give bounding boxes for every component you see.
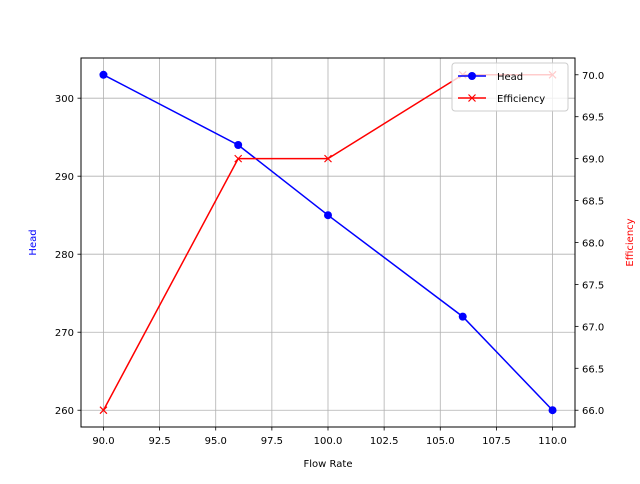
data-point-x-marker [234, 154, 243, 163]
x-tick-label: 102.5 [370, 436, 399, 447]
y2-tick-label: 66.0 [582, 406, 604, 417]
y2-tick-label: 69.0 [582, 155, 604, 166]
y-axis-left-label: Head [28, 229, 39, 255]
x-tick-label: 97.5 [261, 436, 283, 447]
y-tick-label: 290 [55, 172, 74, 183]
line-x-marker-icon [458, 94, 486, 102]
legend: Head Efficiency [451, 62, 569, 112]
y2-tick-label: 67.0 [582, 322, 604, 333]
x-axis-ticks: 90.0 92.5 95.0 97.5 100.0 102.5 105.0 107.5 110.… [92, 427, 567, 447]
y-axis-right-ticks: 66.0 66.5 67.0 67.5 68.0 68.5 69.0 69.5 70.0 [575, 71, 604, 417]
y-tick-label: 260 [55, 406, 74, 417]
y-axis-left-ticks: 260 270 280 290 300 [55, 94, 81, 417]
legend-label: Head [497, 72, 523, 83]
data-point-circle-marker [458, 312, 467, 321]
x-tick-label: 92.5 [148, 436, 170, 447]
x-tick-label: 100.0 [314, 436, 343, 447]
y-axis-right-label: Efficiency [625, 218, 636, 266]
y2-tick-label: 67.5 [582, 280, 604, 291]
y2-tick-label: 68.0 [582, 239, 604, 250]
y2-tick-label: 70.0 [582, 71, 604, 82]
line-circle-marker-icon [458, 72, 486, 80]
x-tick-label: 90.0 [92, 436, 114, 447]
legend-label: Efficiency [497, 94, 545, 105]
data-point-circle-marker [548, 406, 557, 415]
legend-box [451, 62, 569, 112]
x-tick-label: 105.0 [426, 436, 455, 447]
data-point-circle-marker [324, 211, 332, 220]
y-tick-label: 270 [55, 328, 74, 339]
x-tick-label: 107.5 [482, 436, 511, 447]
data-point-x-marker [99, 406, 108, 415]
x-axis-label: Flow Rate [304, 459, 353, 470]
y2-tick-label: 69.5 [582, 113, 604, 124]
x-tick-label: 110.0 [538, 436, 567, 447]
x-tick-label: 95.0 [205, 436, 227, 447]
data-point-circle-marker [99, 70, 108, 79]
y2-tick-label: 68.5 [582, 197, 604, 208]
legend-item-head: Head [458, 72, 523, 83]
y-tick-label: 280 [55, 250, 74, 261]
y2-tick-label: 66.5 [582, 364, 604, 375]
y-tick-label: 300 [55, 94, 74, 105]
data-point-circle-marker [234, 140, 243, 149]
grid-lines [81, 58, 575, 427]
data-point-x-marker [324, 154, 332, 163]
legend-item-efficiency: Efficiency [458, 94, 545, 105]
